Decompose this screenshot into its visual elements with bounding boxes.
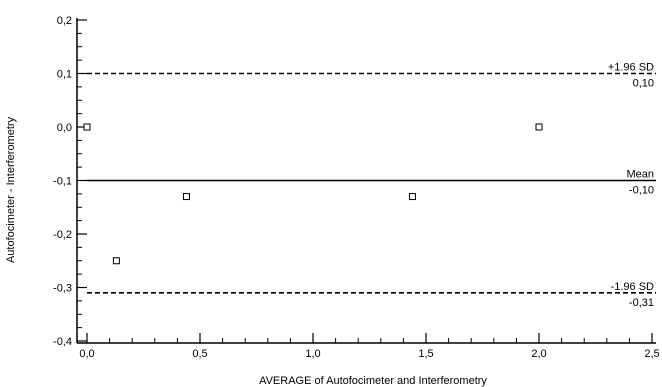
x-tick-label: 0,0 xyxy=(79,348,94,360)
axes: 0,2 0,1 0,0 -0,1 -0,2 -0,3 -0,4 0,0 0,5 1,0 1,5 2,0… xyxy=(53,15,660,360)
reference-line-value: -0,31 xyxy=(629,297,654,309)
reference-line-name: -1.96 SD xyxy=(611,281,654,293)
data-point xyxy=(408,193,416,201)
reference-line-name: Mean xyxy=(626,169,654,181)
data-point xyxy=(182,193,190,201)
reference-line-value: -0,10 xyxy=(629,185,654,197)
y-tick-label: 0,2 xyxy=(57,15,72,27)
x-tick-label: 2,5 xyxy=(644,348,659,360)
data-point xyxy=(535,123,543,131)
y-tick-label: -0,1 xyxy=(53,176,72,188)
y-tick-label: -0,2 xyxy=(53,229,72,241)
x-tick-label: 2,0 xyxy=(531,348,546,360)
x-axis-title: AVERAGE of Autofocimeter and Interferome… xyxy=(259,375,487,387)
data-points xyxy=(83,123,543,265)
x-tick-label: 0,5 xyxy=(192,348,207,360)
y-tick-label: -0,4 xyxy=(53,336,72,348)
y-tick-label: 0,0 xyxy=(57,122,72,134)
x-tick-label: 1,0 xyxy=(305,348,320,360)
y-tick-label: 0,1 xyxy=(57,69,72,81)
x-tick-label: 1,5 xyxy=(418,348,433,360)
data-point xyxy=(83,123,91,131)
reference-line-name: +1.96 SD xyxy=(608,62,654,74)
y-axis-title: Autofocimeter - Interferometry xyxy=(5,116,17,263)
y-tick-label: -0,3 xyxy=(53,283,72,295)
data-point xyxy=(112,257,120,265)
reference-lines: +1.96 SD 0,10 Mean -0,10 -1.96 SD -0,31 xyxy=(87,62,656,309)
reference-line-value: 0,10 xyxy=(633,78,654,90)
